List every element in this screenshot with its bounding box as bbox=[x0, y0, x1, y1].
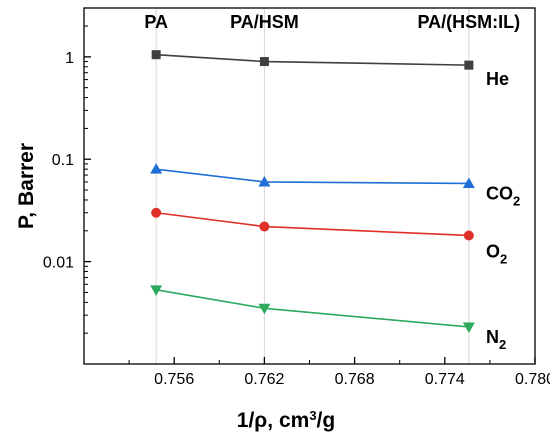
x-tick-label: 0.762 bbox=[244, 371, 284, 388]
x-axis-title: 1/ρ, cm3/g bbox=[237, 408, 335, 433]
series-line-O2 bbox=[156, 211, 469, 237]
grid-layer bbox=[155, 8, 470, 364]
data-point-O2 bbox=[259, 221, 270, 232]
data-point-He bbox=[151, 50, 161, 60]
y-tick-label: 0.1 bbox=[52, 152, 74, 169]
y-tick-label: 0.01 bbox=[43, 255, 74, 272]
tick-layer: 0.756 0.762 0.768 0.774 0.780 1 0.1 0.01 bbox=[43, 25, 550, 388]
series-label-CO2: CO2 bbox=[486, 183, 520, 208]
data-point-CO2 bbox=[150, 163, 163, 174]
x-tick-label: 0.768 bbox=[335, 371, 375, 388]
x-tick-label: 0.774 bbox=[425, 371, 465, 388]
series-line-He bbox=[156, 53, 469, 66]
series-line-N2 bbox=[156, 289, 469, 328]
y-axis-title: P, Barrer bbox=[15, 143, 38, 229]
sample-label: PA bbox=[144, 12, 168, 32]
x-tick-label: 0.756 bbox=[154, 371, 194, 388]
data-point-N2 bbox=[150, 285, 163, 296]
series-line-CO2 bbox=[156, 168, 469, 185]
series-label-He: He bbox=[486, 69, 509, 89]
data-point-He bbox=[464, 60, 474, 70]
data-point-CO2 bbox=[258, 175, 271, 187]
data-point-O2 bbox=[463, 230, 474, 241]
series-label-N2: N2 bbox=[486, 327, 506, 352]
series-layer bbox=[150, 50, 475, 333]
data-point-N2 bbox=[258, 303, 271, 315]
x-tick-label: 0.780 bbox=[515, 371, 550, 388]
data-point-CO2 bbox=[462, 177, 475, 188]
series-label-O2: O2 bbox=[486, 241, 507, 266]
sample-label: PA/(HSM:IL) bbox=[418, 12, 521, 32]
data-point-O2 bbox=[151, 207, 162, 218]
y-tick-label: 1 bbox=[65, 50, 74, 67]
sample-label: PA/HSM bbox=[230, 12, 299, 32]
data-point-He bbox=[259, 57, 269, 67]
data-point-N2 bbox=[462, 322, 475, 333]
label-layer: PA PA/HSM PA/(HSM:IL) He CO2 O2 N2 bbox=[144, 12, 520, 352]
